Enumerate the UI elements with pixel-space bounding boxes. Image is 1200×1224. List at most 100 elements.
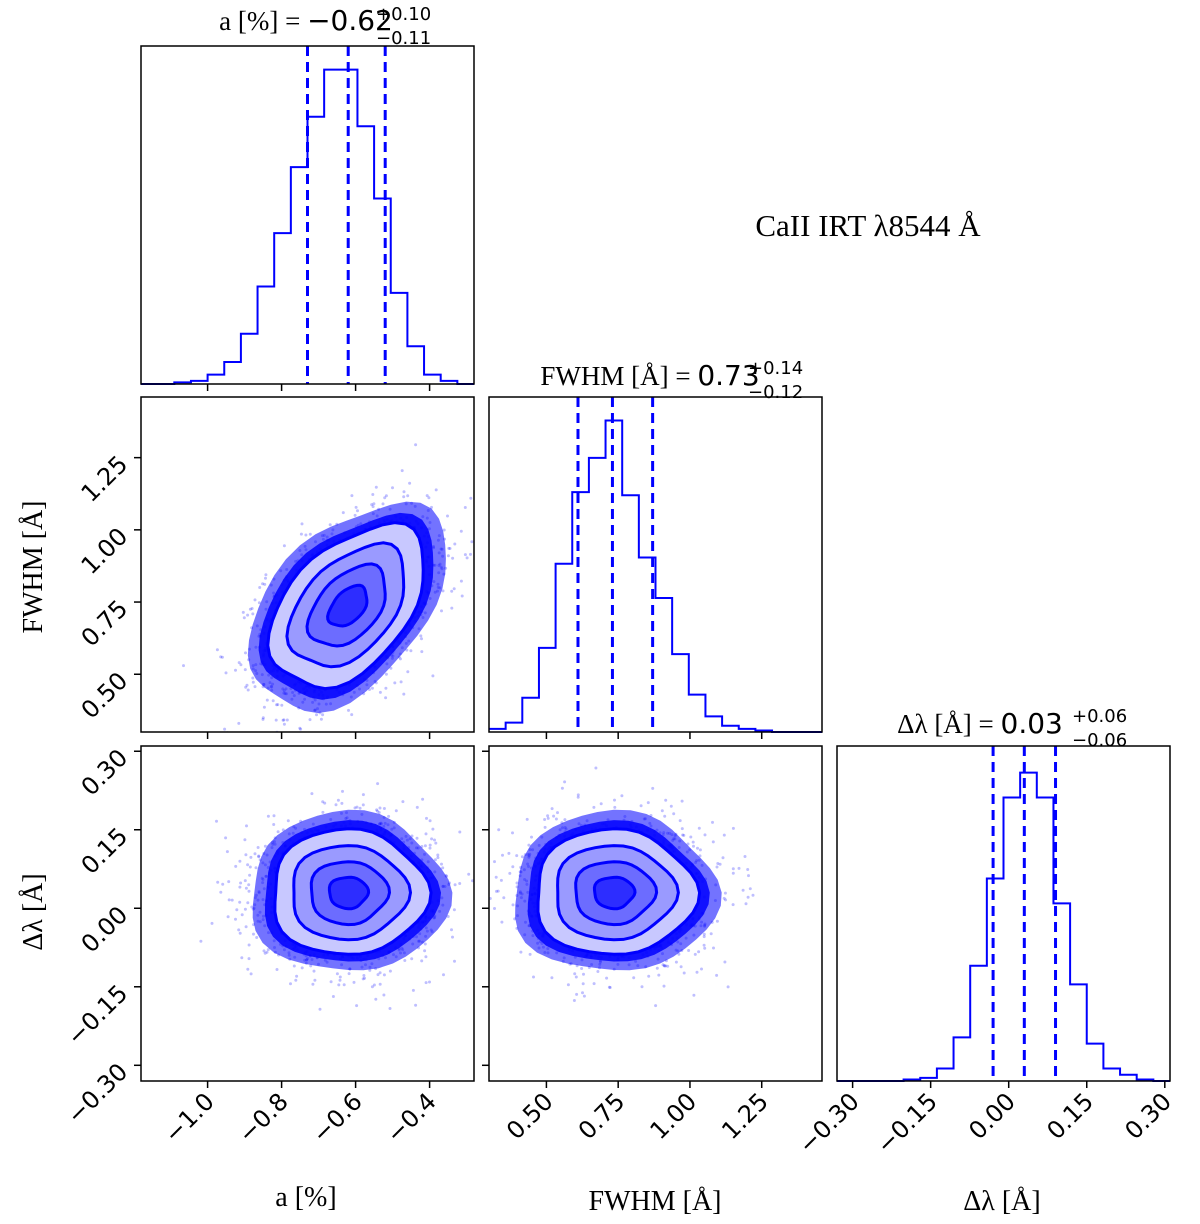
scatter-point [245, 824, 248, 828]
scatter-point [715, 973, 719, 977]
scatter-point [599, 802, 603, 806]
scatter-point [336, 798, 340, 802]
scatter-point [441, 866, 445, 870]
scatter-point [276, 703, 280, 707]
contour-level-a-vs-fwhm-3 [326, 583, 369, 628]
scatter-point [398, 657, 402, 661]
scatter-point [440, 862, 443, 866]
scatter-point [239, 663, 243, 667]
axes-frame-a [140, 45, 475, 385]
scatter-point [253, 852, 257, 856]
scatter-point [511, 831, 514, 835]
scatter-point [282, 718, 286, 722]
scatter-point [246, 863, 250, 867]
scatter-point [423, 949, 427, 953]
scatter-point [722, 896, 726, 900]
scatter-point [263, 951, 267, 955]
scatter-point [244, 685, 248, 689]
scatter-point [408, 481, 412, 485]
scatter-point [243, 668, 247, 672]
scatter-point [450, 589, 454, 593]
scatter-point [436, 856, 440, 860]
scatter-point [246, 901, 250, 905]
scatter-point [493, 907, 496, 910]
scatter-point [280, 703, 284, 707]
scatter-point [299, 727, 303, 731]
scatter-point [428, 846, 432, 850]
scatter-point [250, 607, 254, 610]
scatter-point [246, 967, 250, 971]
scatter-point [703, 833, 707, 837]
scatter-point [388, 969, 392, 973]
scatter-point [433, 838, 436, 842]
scatter-point [459, 529, 463, 533]
scatter-point [453, 883, 457, 887]
scatter-point [613, 805, 617, 809]
scatter-point [556, 811, 559, 815]
scatter-point [219, 890, 223, 894]
scatter-point [253, 598, 257, 602]
scatter-point [334, 803, 338, 807]
scatter-point [716, 862, 720, 865]
scatter-point [243, 838, 247, 842]
scatter-point [409, 649, 413, 653]
scatter-point [313, 978, 317, 982]
scatter-point [607, 985, 611, 989]
scatter-point [234, 917, 237, 921]
x-axis-label-fwhm: FWHM [Å] [589, 1186, 722, 1217]
scatter-point [751, 893, 755, 897]
scatter-point [672, 812, 676, 816]
scatter-point [347, 972, 351, 976]
scatter-point [321, 713, 325, 717]
scatter-point [554, 817, 558, 821]
scatter-point [543, 825, 547, 829]
scatter-point [257, 855, 261, 859]
scatter-point [452, 587, 456, 591]
scatter-point [247, 957, 251, 961]
scatter-point [350, 494, 354, 498]
scatter-point [400, 469, 404, 473]
scatter-point [428, 819, 432, 823]
scatter-point [275, 968, 279, 971]
plot-area-fwhm-vs-dl [489, 766, 755, 1008]
scatter-point [341, 511, 345, 515]
scatter-point [715, 865, 719, 869]
scatter-point [679, 965, 683, 969]
scatter-point [664, 964, 668, 968]
scatter-point [300, 522, 304, 526]
histogram-step-a [141, 68, 474, 385]
scatter-point [361, 803, 365, 807]
scatter-point [497, 828, 501, 832]
plot-area-a-vs-fwhm [182, 443, 474, 732]
scatter-point [234, 668, 237, 672]
scatter-point [459, 579, 463, 583]
scatter-point [424, 955, 428, 959]
scatter-point [502, 896, 506, 900]
scatter-point [420, 650, 424, 654]
scatter-point [496, 889, 500, 893]
scatter-point [353, 513, 357, 517]
scatter-point [693, 952, 697, 956]
scatter-point [251, 612, 255, 616]
x-axis-label-dl: Δλ [Å] [963, 1186, 1040, 1217]
plot-area-a-vs-dl [199, 782, 474, 1011]
scatter-point [309, 964, 313, 968]
scatter-point [495, 889, 498, 893]
scatter-point [310, 792, 314, 796]
scatter-point [530, 835, 533, 839]
scatter-point [372, 502, 376, 506]
scatter-point [250, 905, 254, 909]
title-fwhm-minus: −0.12 [748, 382, 803, 403]
scatter-point [450, 606, 454, 610]
scatter-point [335, 972, 339, 976]
scatter-point [424, 832, 428, 836]
scatter-point [669, 804, 673, 808]
scatter-point [550, 807, 554, 811]
scatter-point [289, 982, 292, 986]
scatter-point [378, 806, 382, 810]
scatter-point [318, 1007, 322, 1011]
scatter-point [428, 843, 432, 847]
scatter-point [371, 493, 375, 496]
scatter-point [737, 866, 741, 870]
scatter-point [651, 786, 655, 790]
